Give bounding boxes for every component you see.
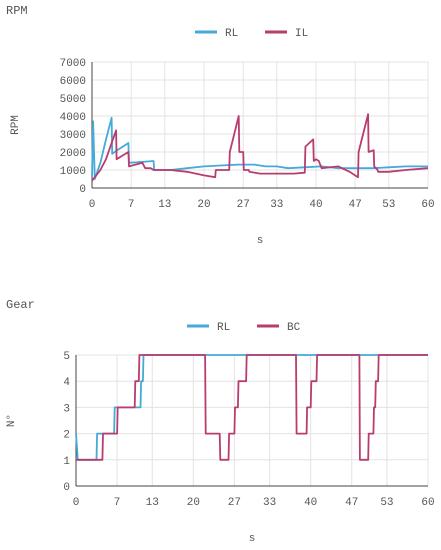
chart-2-x-tick-label: 13 bbox=[146, 497, 159, 509]
chart-1-y-tick-label: 4000 bbox=[60, 112, 86, 124]
chart-2-legend-label-bc[interactable]: BC bbox=[287, 322, 301, 334]
chart-1-y-tick-label: 5000 bbox=[60, 94, 86, 106]
chart-2-y-tick-label: 0 bbox=[63, 482, 70, 494]
chart-1-y-tick-label: 0 bbox=[79, 184, 86, 196]
chart-1-x-tick-label: 7 bbox=[128, 199, 135, 211]
chart-1-x-tick-label: 0 bbox=[89, 199, 96, 211]
chart-2-x-tick-label: 33 bbox=[263, 497, 276, 509]
chart-1-x-tick-label: 47 bbox=[349, 199, 362, 211]
chart-2-x-tick-label: 47 bbox=[345, 497, 358, 509]
chart-2-x-axis-title: s bbox=[249, 533, 256, 545]
chart-1-x-tick-label: 33 bbox=[270, 199, 283, 211]
chart-1-y-tick-label: 6000 bbox=[60, 76, 86, 88]
chart-2-x-tick-label: 27 bbox=[228, 497, 241, 509]
chart-1-x-tick-label: 60 bbox=[421, 199, 434, 211]
chart-2-y-tick-label: 1 bbox=[63, 456, 70, 468]
chart-2-x-tick-label: 20 bbox=[187, 497, 200, 509]
chart-2-y-tick-label: 4 bbox=[63, 377, 70, 389]
chart-2-legend-label-rl[interactable]: RL bbox=[217, 322, 230, 334]
chart-1-series-line-il bbox=[91, 113, 429, 182]
chart-1-x-tick-label: 53 bbox=[382, 199, 395, 211]
chart-1-x-tick-label: 20 bbox=[197, 199, 210, 211]
chart-1-x-axis-title: s bbox=[257, 235, 264, 247]
chart-2-y-tick-label: 5 bbox=[63, 351, 70, 363]
chart-1-x-tick-label: 40 bbox=[309, 199, 322, 211]
chart-2-x-tick-label: 60 bbox=[421, 497, 434, 509]
chart-1-y-tick-label: 7000 bbox=[60, 58, 86, 70]
chart-2-x-tick-label: 40 bbox=[304, 497, 317, 509]
chart-1-y-tick-label: 1000 bbox=[60, 166, 86, 178]
chart-2-x-tick-label: 0 bbox=[73, 497, 80, 509]
chart-1-x-tick-label: 13 bbox=[158, 199, 171, 211]
chart-1-legend-label-rl[interactable]: RL bbox=[225, 28, 238, 40]
chart-2-y-tick-label: 2 bbox=[63, 430, 70, 442]
chart-2-x-tick-label: 7 bbox=[114, 497, 121, 509]
chart-1-title: RPM bbox=[6, 4, 28, 18]
chart-1-y-tick-label: 2000 bbox=[60, 148, 86, 160]
chart-1-legend-label-il[interactable]: IL bbox=[295, 28, 308, 40]
chart-2-y-tick-label: 3 bbox=[63, 403, 70, 415]
chart-1-y-axis-title: RPM bbox=[10, 115, 22, 135]
chart-1-y-tick-label: 3000 bbox=[60, 130, 86, 142]
chart-1-x-tick-label: 27 bbox=[237, 199, 250, 211]
chart-2-x-tick-label: 53 bbox=[380, 497, 393, 509]
chart-2-y-axis-title: N° bbox=[6, 414, 18, 427]
chart-2-title: Gear bbox=[6, 298, 35, 312]
chart-2-series-line-bc bbox=[76, 354, 428, 461]
